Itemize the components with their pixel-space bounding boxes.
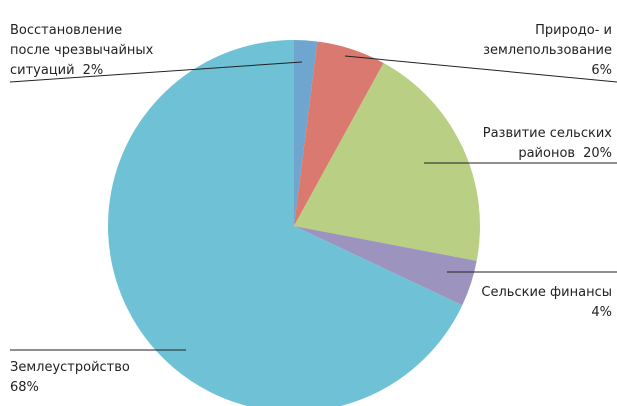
leader-line (344, 55, 617, 83)
pie-slice (108, 40, 463, 406)
pie-slice (294, 41, 384, 226)
value-label: 4% (591, 305, 612, 320)
pie-slice (294, 63, 480, 261)
value-label: 20% (583, 146, 612, 161)
slice-label: Землеустройство 68% (10, 360, 130, 395)
label-line: после чрезвычайных (10, 43, 154, 58)
slice-label: Сельские финансы 4% (481, 285, 612, 320)
label-line: Сельские финансы (481, 285, 612, 300)
slice-label: Развитие сельских районов 20% (483, 126, 613, 161)
label-line: районов (518, 146, 575, 161)
slice-label: Природо- и землепользование 6% (483, 23, 612, 78)
label-line: Развитие сельских (483, 126, 613, 141)
label-line: землепользование (483, 43, 612, 58)
label-line: Природо- и (535, 23, 612, 38)
value-label: 6% (591, 63, 612, 78)
value-label: 68% (10, 380, 39, 395)
value-label: 2% (83, 63, 104, 78)
slice-label: Восстановление после чрезвычайных ситуаций… (10, 23, 154, 78)
pie-slice (294, 40, 318, 226)
leader-line (9, 61, 303, 83)
pie-slice (294, 226, 477, 306)
label-line: ситуаций (10, 63, 75, 78)
label-line: Восстановление (10, 23, 122, 38)
label-line: Землеустройство (10, 360, 130, 375)
